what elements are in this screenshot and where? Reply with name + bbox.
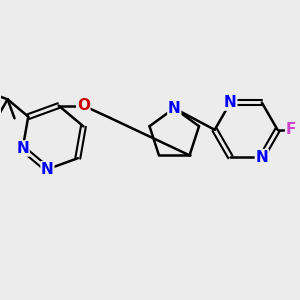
Text: N: N	[224, 95, 237, 110]
Text: N: N	[256, 149, 268, 164]
Text: F: F	[286, 122, 296, 137]
Text: N: N	[41, 162, 54, 177]
Text: N: N	[16, 141, 29, 156]
Text: N: N	[168, 101, 181, 116]
Text: O: O	[77, 98, 90, 113]
